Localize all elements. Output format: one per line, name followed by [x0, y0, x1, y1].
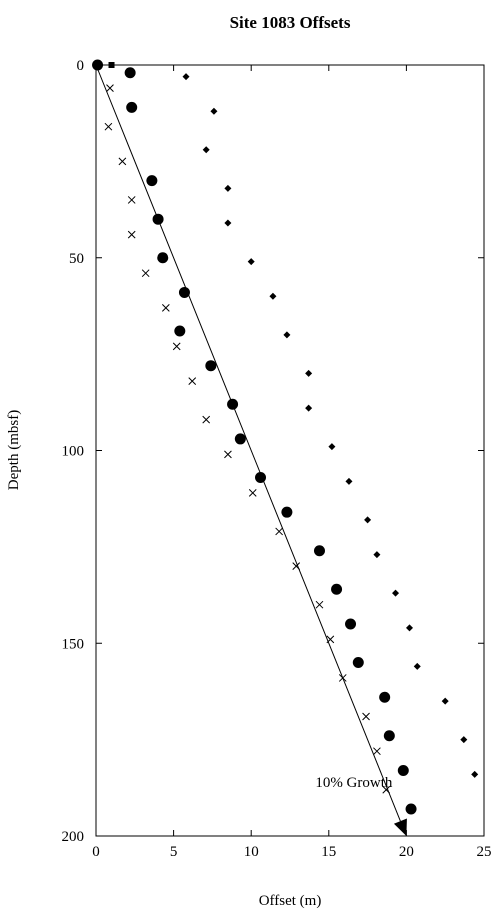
x-point — [338, 674, 347, 682]
circle-point — [152, 213, 164, 225]
diamond-point — [373, 551, 381, 559]
diamond-point — [224, 219, 232, 227]
circle-point — [379, 691, 391, 703]
circle-point — [345, 618, 357, 630]
circle-point — [313, 545, 325, 557]
x-point — [373, 747, 381, 756]
x-point — [292, 562, 301, 571]
diamond-point — [210, 107, 218, 115]
circle-point — [227, 398, 239, 410]
x-point — [362, 712, 370, 721]
y-axis-label: Depth (mbsf) — [6, 410, 22, 490]
circle-point — [92, 59, 104, 71]
diamond-point — [283, 331, 291, 339]
diamond-point — [392, 589, 400, 597]
y-tick-label: 200 — [62, 829, 85, 845]
circle-point — [124, 67, 136, 79]
reference-line-group: 10% Growth — [95, 64, 407, 836]
diamond-point — [247, 258, 255, 266]
x-point — [161, 304, 170, 312]
x-tick-label: 10 — [244, 844, 259, 860]
x-axis: 0 5 10 15 20 25 — [92, 65, 492, 860]
diamond-point — [471, 770, 479, 778]
x-tick-label: 0 — [92, 844, 100, 860]
reference-line-arrowhead — [393, 818, 407, 836]
circle-point — [157, 252, 169, 264]
x-tick-label: 20 — [399, 844, 414, 860]
diamond-point — [406, 624, 414, 632]
x-point — [202, 415, 211, 424]
chart-title: Site 1083 Offsets — [230, 13, 351, 32]
circle-point — [146, 175, 158, 187]
circle-point — [178, 286, 190, 298]
x-axis-label: Offset (m) — [259, 893, 322, 909]
x-tick-label: 5 — [170, 844, 178, 860]
diamond-point — [441, 697, 449, 705]
x-point — [315, 600, 324, 609]
reference-line — [95, 64, 401, 822]
y-axis: 0 50 100 150 200 — [62, 58, 484, 845]
y-tick-label: 0 — [77, 58, 85, 74]
circle-point — [205, 360, 217, 372]
x-tick-label: 25 — [477, 844, 492, 860]
x-point — [127, 196, 136, 204]
x-point — [188, 377, 197, 385]
x-point — [106, 84, 114, 92]
data-points — [92, 59, 479, 815]
circle-point — [352, 657, 364, 669]
x-point — [224, 450, 232, 459]
x-point — [118, 157, 127, 166]
circle-point — [383, 730, 395, 742]
circle-point — [405, 803, 417, 815]
diamond-point — [305, 404, 313, 412]
diamond-point — [269, 292, 277, 300]
square-point — [108, 62, 115, 68]
circle-point — [126, 101, 138, 113]
diamond-point — [364, 516, 372, 524]
x-point — [275, 527, 283, 536]
y-tick-label: 50 — [69, 251, 84, 267]
x-point — [127, 230, 136, 239]
y-tick-label: 150 — [62, 636, 85, 652]
diamond-point — [460, 736, 468, 744]
diamond-point — [345, 477, 353, 485]
x-tick-label: 15 — [321, 844, 336, 860]
x-point — [248, 489, 257, 497]
x-point — [104, 122, 113, 131]
diamond-point — [413, 662, 421, 670]
y-tick-label: 100 — [62, 444, 85, 460]
diamond-point — [305, 369, 313, 377]
x-point — [141, 269, 150, 278]
circle-point — [397, 764, 409, 776]
diamond-point — [224, 184, 232, 192]
circle-point — [281, 506, 293, 518]
x-point — [382, 785, 391, 794]
circle-point — [234, 433, 246, 445]
x-point — [326, 635, 335, 644]
diamond-point — [328, 443, 336, 451]
diamond-point — [182, 73, 190, 81]
circle-point — [255, 471, 267, 483]
circle-point — [174, 325, 186, 337]
circle-point — [331, 583, 343, 595]
x-point — [172, 342, 181, 351]
diamond-point — [202, 146, 210, 154]
reference-line-label: 10% Growth — [315, 775, 393, 791]
